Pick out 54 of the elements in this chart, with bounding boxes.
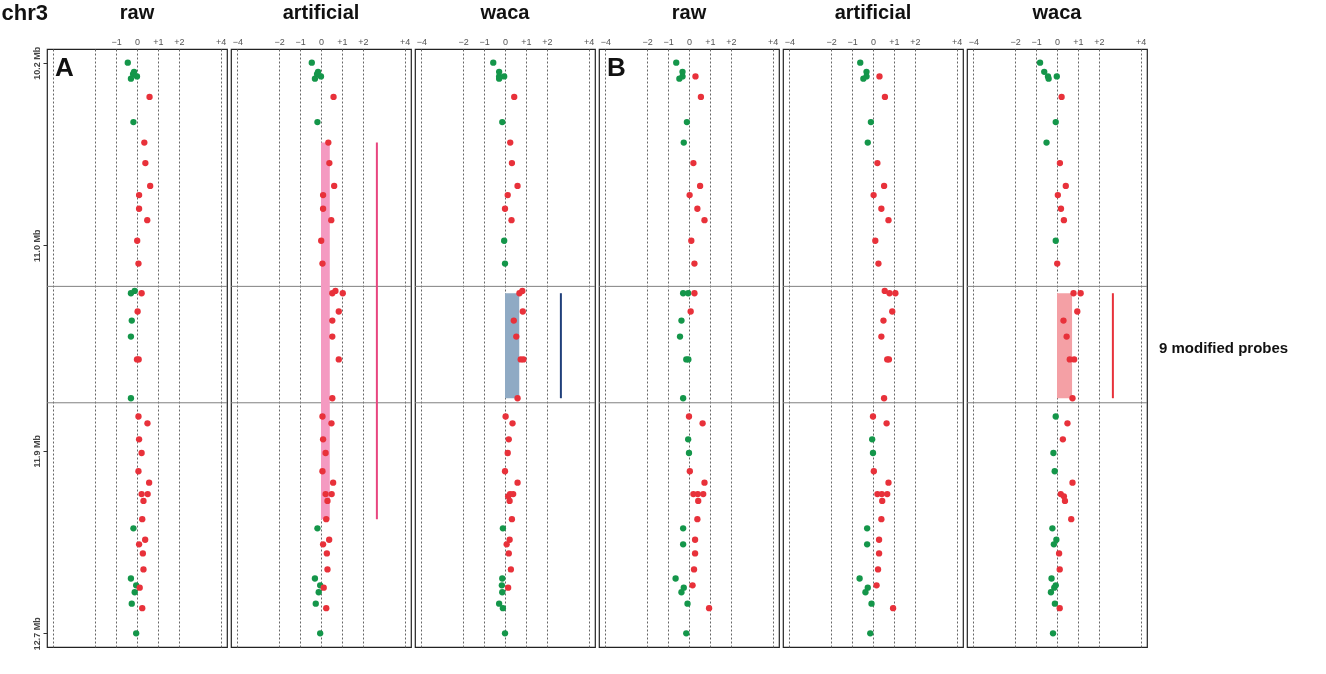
x-tick-label: −2 <box>274 36 285 47</box>
x-tick-label: −2 <box>458 36 469 47</box>
x-tick-label: 0 <box>686 36 693 47</box>
x-tick-label: +2 <box>542 36 553 47</box>
x-tick-label: −1 <box>111 36 122 47</box>
x-tick-label: +2 <box>910 36 921 47</box>
x-tick-label: +1 <box>705 36 716 47</box>
x-tick-label: +1 <box>889 36 900 47</box>
x-tick-label: −4 <box>232 36 243 47</box>
x-tick-label: −4 <box>600 36 611 47</box>
x-tick-label: −2 <box>642 36 653 47</box>
x-tick-label: −1 <box>479 36 490 47</box>
x-tick-label: +1 <box>153 36 164 47</box>
x-tick-label: −2 <box>1010 36 1021 47</box>
x-tick-label: +2 <box>358 36 369 47</box>
chart-title: artificial <box>282 1 360 23</box>
y-tick-label: 10.2 Mb <box>31 46 42 80</box>
x-tick-label: +1 <box>1073 36 1084 47</box>
y-tick-label: 12.7 Mb <box>31 616 42 651</box>
x-tick-label: −1 <box>295 36 306 47</box>
x-tick-label: +4 <box>952 36 963 47</box>
x-tick-label: +4 <box>584 36 595 47</box>
x-tick-label: 0 <box>134 36 141 47</box>
annotation: B <box>607 52 626 82</box>
x-tick-label: −4 <box>784 36 795 47</box>
x-tick-label: +4 <box>400 36 411 47</box>
x-tick-label: +2 <box>1094 36 1105 47</box>
x-tick-label: −2 <box>826 36 837 47</box>
x-tick-label: +2 <box>726 36 737 47</box>
x-tick-label: 0 <box>1054 36 1061 47</box>
x-tick-label: −4 <box>968 36 979 47</box>
x-tick-label: +2 <box>174 36 185 47</box>
x-tick-label: +1 <box>337 36 348 47</box>
x-tick-label: +4 <box>768 36 779 47</box>
chart-title: artificial <box>834 1 912 23</box>
x-tick-label: +4 <box>216 36 227 47</box>
x-tick-label: 0 <box>502 36 509 47</box>
x-tick-label: 0 <box>318 36 325 47</box>
x-tick-label: +1 <box>521 36 532 47</box>
chart-title: waca <box>1031 1 1083 23</box>
x-tick-label: −1 <box>663 36 674 47</box>
x-tick-label: −1 <box>847 36 858 47</box>
chart-title: waca <box>479 1 531 23</box>
x-tick-label: 0 <box>870 36 877 47</box>
chart-title: raw <box>671 1 707 23</box>
x-tick-label: −1 <box>1031 36 1042 47</box>
x-tick-label: −4 <box>416 36 427 47</box>
y2-axis-title: 9 modified probes <box>1159 339 1289 356</box>
x-tick-label: +4 <box>1136 36 1147 47</box>
y-axis-title: chr3 <box>1 0 48 25</box>
chart-title: raw <box>119 1 155 23</box>
y-tick-label: 11.9 Mb <box>31 434 42 468</box>
annotation: A <box>55 52 74 82</box>
y-tick-label: 11.0 Mb <box>31 229 42 263</box>
